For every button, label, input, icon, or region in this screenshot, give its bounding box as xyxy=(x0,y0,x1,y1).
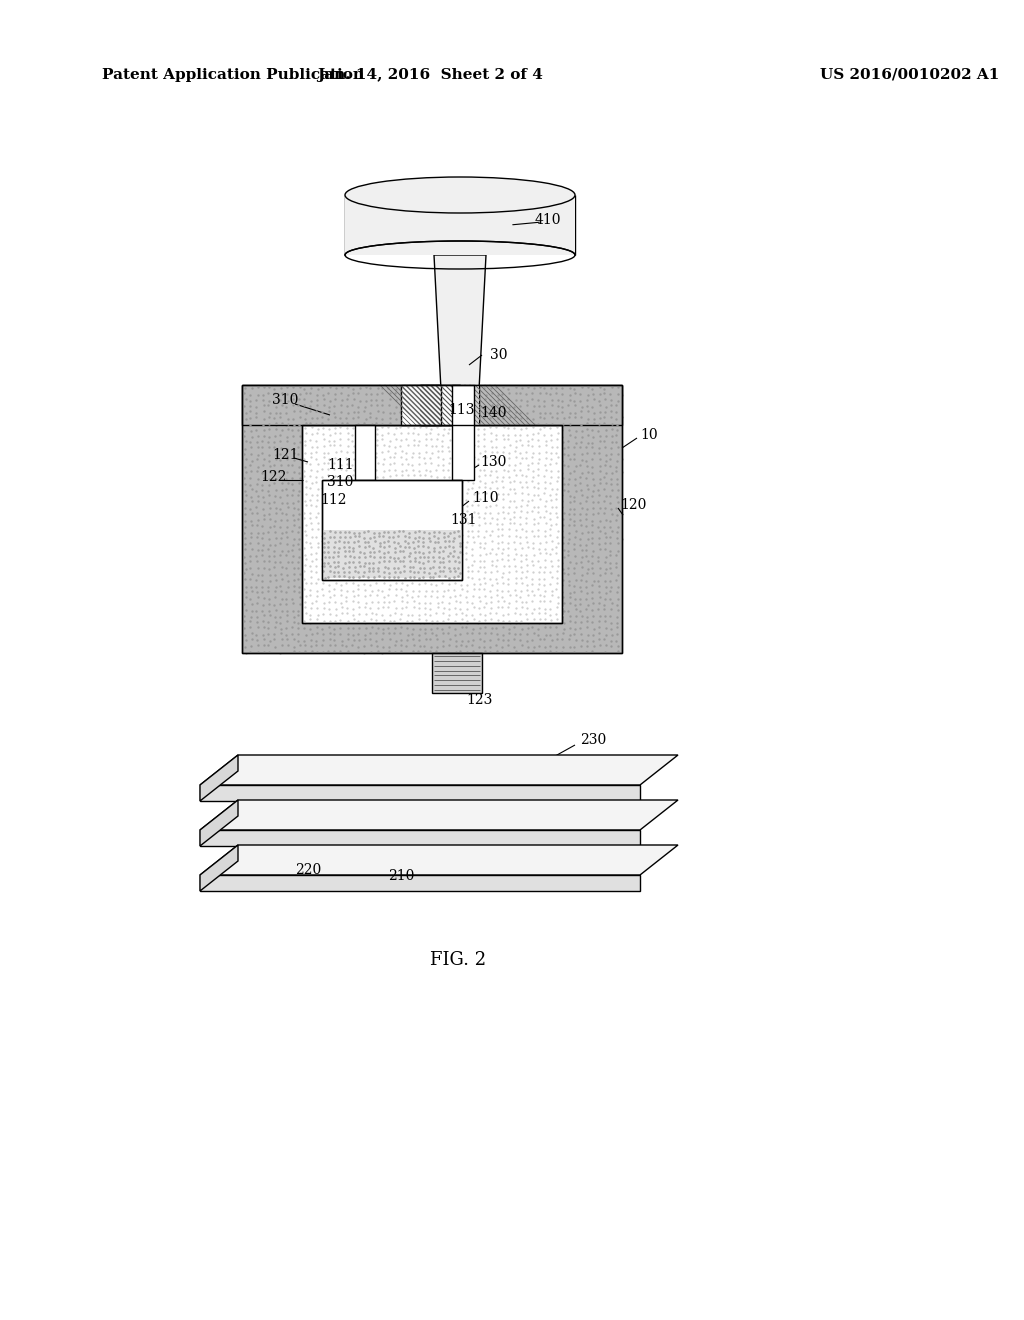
Text: 131: 131 xyxy=(450,513,476,527)
Bar xyxy=(322,480,462,579)
Text: 10: 10 xyxy=(640,428,657,442)
Text: 130: 130 xyxy=(480,455,507,469)
Text: Patent Application Publication: Patent Application Publication xyxy=(102,69,364,82)
Bar xyxy=(355,425,375,480)
Text: 230: 230 xyxy=(580,733,606,747)
Bar xyxy=(420,385,460,425)
Text: 220: 220 xyxy=(295,863,322,876)
Polygon shape xyxy=(345,195,575,255)
Bar xyxy=(322,480,462,579)
Text: 111: 111 xyxy=(327,458,353,473)
Text: 310: 310 xyxy=(327,475,353,488)
Bar xyxy=(401,385,441,425)
Text: US 2016/0010202 A1: US 2016/0010202 A1 xyxy=(820,69,999,82)
Bar xyxy=(420,385,460,425)
Bar xyxy=(452,385,474,480)
Bar xyxy=(441,385,479,425)
Polygon shape xyxy=(200,845,678,875)
Text: 110: 110 xyxy=(472,491,499,506)
Text: Jan. 14, 2016  Sheet 2 of 4: Jan. 14, 2016 Sheet 2 of 4 xyxy=(317,69,543,82)
Bar xyxy=(302,425,562,623)
Bar xyxy=(242,385,622,425)
Text: 410: 410 xyxy=(535,213,561,227)
Polygon shape xyxy=(200,830,640,846)
Text: 113: 113 xyxy=(449,403,474,417)
Bar xyxy=(322,531,462,578)
Polygon shape xyxy=(200,755,678,785)
Bar xyxy=(242,385,622,653)
Text: 310: 310 xyxy=(272,393,298,407)
Text: 210: 210 xyxy=(388,869,415,883)
Polygon shape xyxy=(200,800,238,846)
Polygon shape xyxy=(200,845,238,891)
Text: 121: 121 xyxy=(272,447,299,462)
Polygon shape xyxy=(434,255,486,389)
Ellipse shape xyxy=(345,177,575,213)
Polygon shape xyxy=(200,785,640,801)
Text: 123: 123 xyxy=(466,693,493,708)
Text: 120: 120 xyxy=(620,498,646,512)
Text: 30: 30 xyxy=(490,348,508,362)
Bar xyxy=(432,653,482,693)
Bar xyxy=(302,425,562,623)
Text: FIG. 2: FIG. 2 xyxy=(430,950,486,969)
Text: 122: 122 xyxy=(260,470,287,484)
Text: 112: 112 xyxy=(319,492,346,507)
Polygon shape xyxy=(200,755,238,801)
Polygon shape xyxy=(200,875,640,891)
Bar xyxy=(242,385,622,653)
Polygon shape xyxy=(200,800,678,830)
Text: 140: 140 xyxy=(480,407,507,420)
